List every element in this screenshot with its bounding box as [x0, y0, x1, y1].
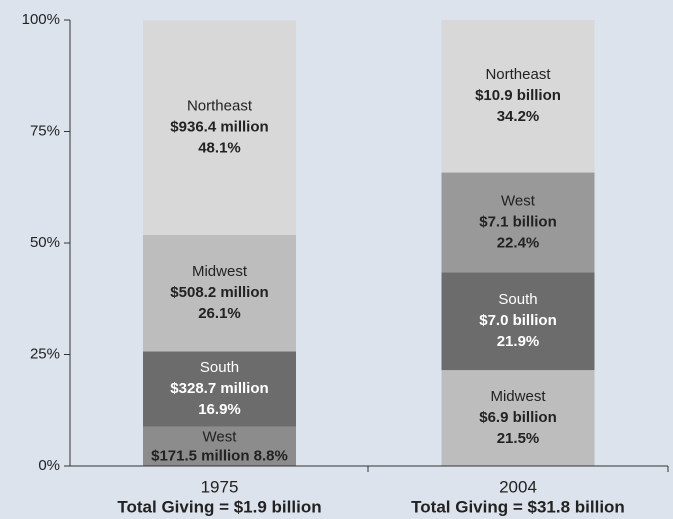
bar-segment: [143, 426, 296, 466]
segment-name: Midwest: [192, 263, 248, 280]
segment-name: South: [200, 359, 239, 376]
value-label: 34.2%: [497, 108, 540, 125]
x-tick-label: 1975: [201, 477, 239, 496]
segment-amount: $10.9 billion: [475, 87, 561, 104]
segment-amount: $7.1 billion: [479, 213, 557, 230]
segment-amount: $328.7 million: [170, 380, 268, 397]
category-note: Total Giving = $1.9 billion: [117, 497, 321, 516]
y-tick-label: 100%: [22, 11, 60, 28]
segment-name: Northeast: [187, 98, 253, 115]
value-label: 16.9%: [198, 401, 241, 418]
y-tick-label: 0%: [38, 457, 60, 474]
bar-segment: [143, 351, 296, 427]
segment-name: Midwest: [490, 388, 546, 405]
segment-name: South: [498, 291, 537, 308]
value-label: 48.1%: [198, 140, 241, 157]
category-note: Total Giving = $31.8 billion: [411, 497, 625, 516]
segment-amount: $6.9 billion: [479, 409, 557, 426]
segment-name: Northeast: [485, 66, 551, 83]
value-label: 21.5%: [497, 430, 540, 447]
value-label: 26.1%: [198, 305, 241, 322]
segment-name: West: [203, 428, 238, 445]
y-tick-label: 50%: [30, 234, 60, 251]
segment-amount: $508.2 million: [170, 284, 268, 301]
bar-segment: [441, 370, 595, 466]
segment-amount: $171.5 million: [151, 447, 249, 464]
y-tick-label: 25%: [30, 345, 60, 362]
bar-segment: [441, 272, 595, 371]
value-label: 8.8%: [254, 447, 288, 464]
bar-segment: [143, 20, 296, 235]
bar-segment: [441, 20, 595, 173]
bar-segment: [143, 234, 296, 352]
y-tick-label: 75%: [30, 122, 60, 139]
segment-name: West: [501, 192, 536, 209]
x-tick-label: 2004: [499, 477, 537, 496]
segment-label: $171.5 million 8.8%: [151, 447, 288, 464]
bar-segment: [441, 172, 595, 273]
segment-amount: $7.0 billion: [479, 312, 557, 329]
value-label: 22.4%: [497, 234, 540, 251]
segment-amount: $936.4 million: [170, 119, 268, 136]
value-label: 21.9%: [497, 333, 540, 350]
